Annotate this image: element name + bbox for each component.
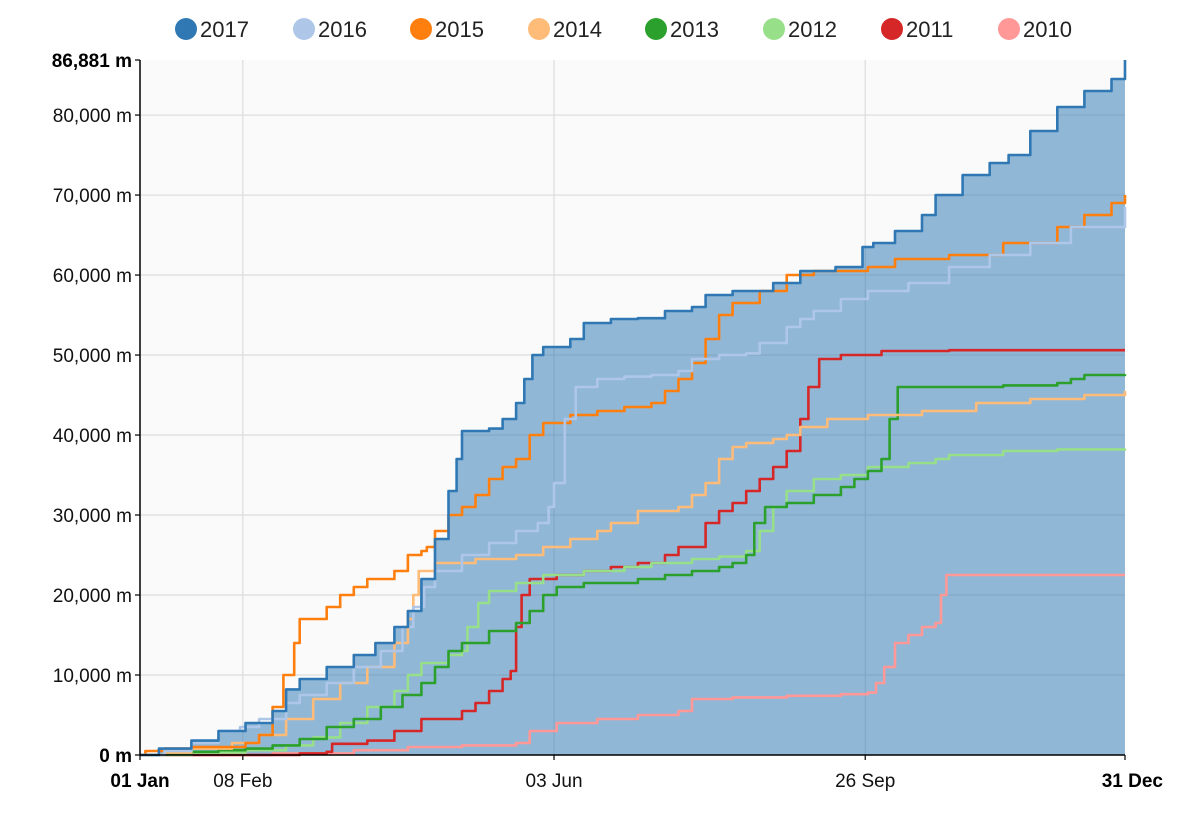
legend-item-2014[interactable]: 2014 xyxy=(528,17,602,42)
series-line-2017[interactable] xyxy=(140,60,1127,757)
series-layer xyxy=(140,60,1127,757)
y-tick-label: 50,000 m xyxy=(53,346,132,367)
y-tick-label: 20,000 m xyxy=(53,586,132,607)
legend-label: 2012 xyxy=(788,17,837,42)
legend-swatch xyxy=(881,18,903,40)
x-tick-label: 01 Jan xyxy=(110,771,169,792)
legend-swatch xyxy=(175,18,197,40)
legend-label: 2015 xyxy=(435,17,484,42)
legend-swatch xyxy=(998,18,1020,40)
x-axis-ticks: 01 Jan 08 Feb 03 Jun 26 Sep 31 Dec xyxy=(110,755,1163,792)
x-tick-label: 08 Feb xyxy=(213,771,272,792)
legend-swatch xyxy=(293,18,315,40)
y-tick-label: 40,000 m xyxy=(53,426,132,447)
series-line-2010[interactable] xyxy=(140,573,1125,757)
y-tick-label: 30,000 m xyxy=(53,506,132,527)
y-tick-label: 0 m xyxy=(99,746,132,767)
series-line-2016[interactable] xyxy=(140,207,1127,757)
legend-item-2012[interactable]: 2012 xyxy=(763,17,837,42)
legend-item-2016[interactable]: 2016 xyxy=(293,17,367,42)
y-tick-label: 70,000 m xyxy=(53,186,132,207)
legend-label: 2016 xyxy=(318,17,367,42)
y-tick-label: 80,000 m xyxy=(53,106,132,127)
series-line-2012[interactable] xyxy=(140,448,1127,757)
legend-item-2015[interactable]: 2015 xyxy=(410,17,484,42)
series-line-2013[interactable] xyxy=(140,373,1127,757)
y-tick-label: 86,881 m xyxy=(52,51,132,72)
legend-item-2010[interactable]: 2010 xyxy=(998,17,1072,42)
legend-swatch xyxy=(763,18,785,40)
y-tick-label: 10,000 m xyxy=(53,666,132,687)
legend-swatch xyxy=(410,18,432,40)
x-tick-label: 03 Jun xyxy=(526,771,583,792)
legend-swatch xyxy=(645,18,667,40)
legend-label: 2017 xyxy=(200,17,249,42)
legend-label: 2011 xyxy=(906,17,953,42)
x-tick-label: 26 Sep xyxy=(835,771,895,792)
legend-item-2013[interactable]: 2013 xyxy=(645,17,719,42)
legend[interactable]: 2017 2016 2015 2014 2013 2012 2011 2010 xyxy=(175,17,1072,42)
legend-item-2017[interactable]: 2017 xyxy=(175,17,249,42)
y-tick-label: 60,000 m xyxy=(53,266,132,287)
legend-label: 2010 xyxy=(1023,17,1072,42)
y-axis-ticks: 0 m 10,000 m 20,000 m 30,000 m 40,000 m 50,00… xyxy=(52,51,140,767)
x-tick-label: 31 Dec xyxy=(1102,771,1164,792)
legend-swatch xyxy=(528,18,550,40)
axes xyxy=(139,60,1125,756)
legend-label: 2013 xyxy=(670,17,719,42)
series-line-2014[interactable] xyxy=(140,391,1127,757)
legend-label: 2014 xyxy=(553,17,602,42)
legend-item-2011[interactable]: 2011 xyxy=(881,17,953,42)
